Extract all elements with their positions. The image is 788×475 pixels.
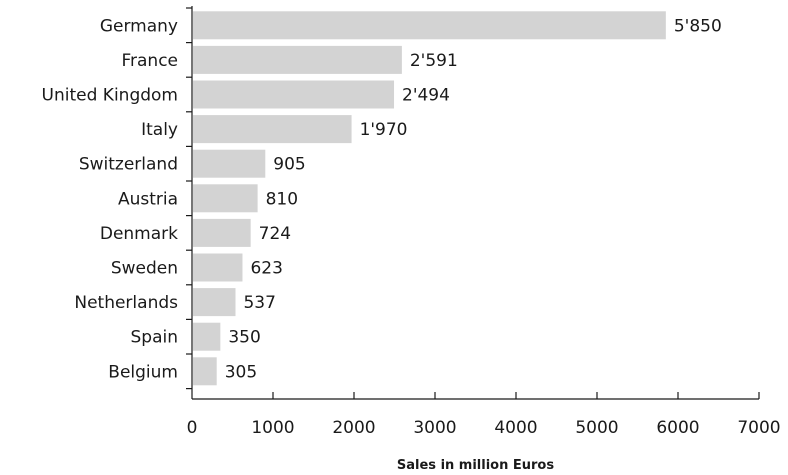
bars-layer — [193, 11, 666, 386]
data-label-italy: 1'970 — [360, 120, 408, 140]
category-label-italy: Italy — [141, 120, 178, 140]
category-label-netherlands: Netherlands — [74, 293, 178, 313]
data-label-united-kingdom: 2'494 — [402, 86, 450, 106]
data-labels: 5'850 2'591 2'494 1'970 905 810 724 623 537 350 30… — [225, 16, 722, 382]
category-label-switzerland: Switzerland — [79, 155, 178, 175]
bar-spain — [193, 322, 221, 351]
x-axis-ticks: 0 1000 2000 3000 4000 5000 6000 7000 — [187, 392, 781, 438]
bar-sweden — [193, 253, 243, 282]
bar-denmark — [193, 218, 251, 247]
data-label-switzerland: 905 — [273, 155, 305, 175]
category-label-germany: Germany — [100, 16, 178, 36]
category-label-united-kingdom: United Kingdom — [42, 86, 178, 106]
data-label-spain: 350 — [228, 328, 260, 348]
x-tick-label-3000: 3000 — [413, 418, 456, 438]
data-label-france: 2'591 — [410, 51, 458, 71]
x-tick-label-6000: 6000 — [656, 418, 699, 438]
bar-netherlands — [193, 288, 236, 317]
x-tick-label-1000: 1000 — [251, 418, 294, 438]
data-label-sweden: 623 — [250, 259, 282, 279]
bar-italy — [193, 115, 352, 144]
bar-belgium — [193, 357, 217, 386]
data-label-denmark: 724 — [259, 224, 291, 244]
category-label-sweden: Sweden — [111, 259, 178, 279]
category-label-denmark: Denmark — [100, 224, 178, 244]
axes — [186, 6, 759, 400]
category-label-austria: Austria — [118, 189, 178, 209]
data-label-austria: 810 — [266, 189, 298, 209]
category-label-spain: Spain — [131, 328, 179, 348]
bar-france — [193, 45, 402, 74]
category-label-france: France — [121, 51, 178, 71]
category-label-belgium: Belgium — [108, 362, 178, 382]
data-label-germany: 5'850 — [674, 16, 722, 36]
category-labels: Germany France United Kingdom Italy Switzerl… — [42, 16, 179, 382]
x-tick-label-5000: 5000 — [575, 418, 618, 438]
bar-united-kingdom — [193, 80, 395, 109]
x-tick-label-2000: 2000 — [332, 418, 375, 438]
x-tick-label-4000: 4000 — [494, 418, 537, 438]
bar-germany — [193, 11, 666, 40]
data-label-netherlands: 537 — [243, 293, 275, 313]
x-tick-label-0: 0 — [187, 418, 198, 438]
x-tick-label-7000: 7000 — [737, 418, 780, 438]
bar-switzerland — [193, 149, 266, 178]
data-label-belgium: 305 — [225, 362, 257, 382]
bar-austria — [193, 184, 258, 213]
x-axis-title: Sales in million Euros — [397, 458, 554, 473]
